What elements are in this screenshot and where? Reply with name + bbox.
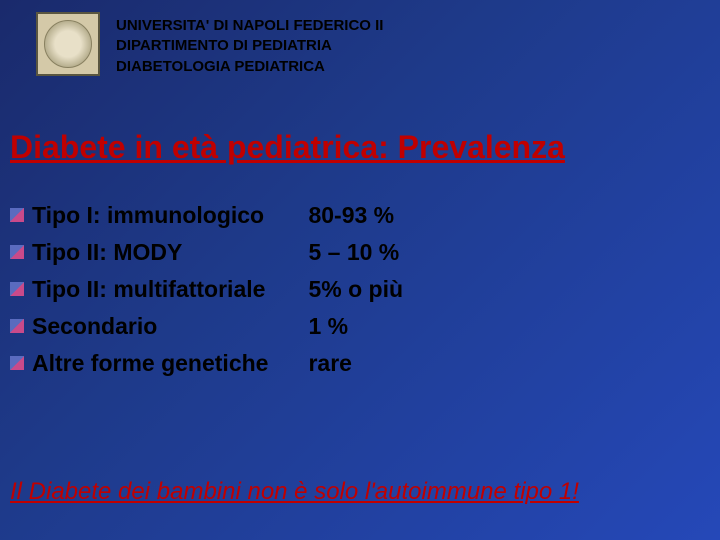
types-column: Tipo I: immunologico Tipo II: MODY Tipo …	[10, 200, 268, 379]
item-label: Secondario	[32, 311, 157, 342]
item-label: Tipo II: MODY	[32, 237, 182, 268]
slide-title: Diabete in età pediatrica: Prevalenza	[0, 85, 720, 170]
header-line-2: DIPARTIMENTO DI PEDIATRIA	[116, 36, 383, 56]
bullet-icon	[10, 356, 24, 370]
bullet-icon	[10, 319, 24, 333]
item-label: Altre forme genetiche	[32, 348, 268, 379]
values-column: 80-93 % 5 – 10 % 5% o più 1 % rare	[308, 200, 403, 379]
header-line-1: UNIVERSITA' DI NAPOLI FEDERICO II	[116, 16, 383, 36]
item-value: 5 – 10 %	[308, 237, 403, 268]
item-value: 5% o più	[308, 274, 403, 305]
university-logo	[36, 12, 100, 76]
item-label: Tipo I: immunologico	[32, 200, 264, 231]
item-value: 80-93 %	[308, 200, 403, 231]
header-line-3: DIABETOLOGIA PEDIATRICA	[116, 57, 383, 77]
footer-note: Il Diabete dei bambini non è solo l'auto…	[10, 478, 710, 506]
list-item: Altre forme genetiche	[10, 348, 268, 379]
bullet-icon	[10, 245, 24, 259]
list-item: Tipo I: immunologico	[10, 200, 268, 231]
bullet-icon	[10, 282, 24, 296]
list-item: Secondario	[10, 311, 268, 342]
item-value: rare	[308, 348, 403, 379]
bullet-icon	[10, 208, 24, 222]
list-item: Tipo II: MODY	[10, 237, 268, 268]
header-text: UNIVERSITA' DI NAPOLI FEDERICO II DIPART…	[116, 12, 383, 77]
list-item: Tipo II: multifattoriale	[10, 274, 268, 305]
item-label: Tipo II: multifattoriale	[32, 274, 265, 305]
item-value: 1 %	[308, 311, 403, 342]
content-area: Tipo I: immunologico Tipo II: MODY Tipo …	[0, 170, 720, 379]
slide-header: UNIVERSITA' DI NAPOLI FEDERICO II DIPART…	[0, 0, 720, 85]
seal-icon	[44, 20, 92, 68]
